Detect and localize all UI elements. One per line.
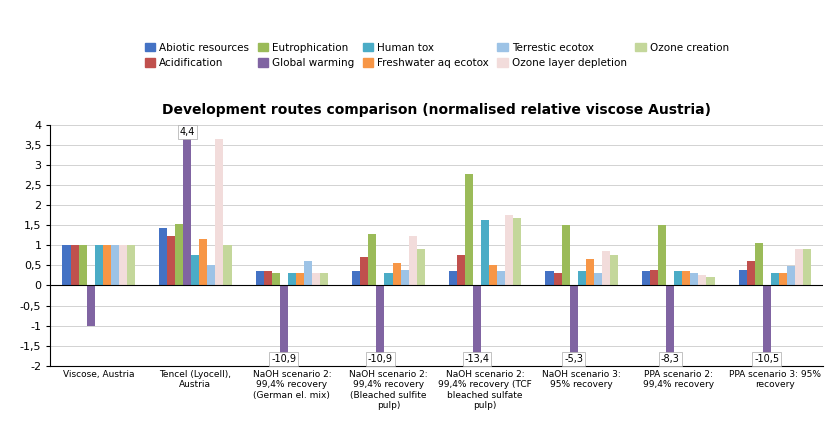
Bar: [111, 245, 118, 285]
Bar: [610, 255, 618, 285]
Text: -13,4: -13,4: [465, 354, 490, 364]
Bar: [369, 235, 376, 285]
Bar: [304, 261, 312, 285]
Bar: [690, 273, 698, 285]
Text: -10,9: -10,9: [368, 354, 393, 364]
Bar: [376, 285, 385, 366]
Bar: [79, 245, 87, 285]
Bar: [118, 245, 127, 285]
Legend: Abiotic resources, Acidification, Eutrophication, Global warming, Human tox, Fre: Abiotic resources, Acidification, Eutrop…: [140, 38, 733, 72]
Bar: [682, 271, 690, 285]
Bar: [71, 245, 79, 285]
Bar: [272, 273, 280, 285]
Bar: [698, 276, 706, 285]
Bar: [666, 285, 675, 366]
Bar: [642, 271, 650, 285]
Title: Development routes comparison (normalised relative viscose Austria): Development routes comparison (normalise…: [162, 103, 711, 117]
Bar: [215, 139, 223, 285]
Bar: [95, 245, 102, 285]
Bar: [255, 271, 264, 285]
Bar: [489, 265, 497, 285]
Bar: [779, 273, 787, 285]
Bar: [473, 285, 481, 366]
Bar: [312, 273, 320, 285]
Bar: [594, 273, 601, 285]
Bar: [352, 271, 360, 285]
Bar: [578, 271, 585, 285]
Bar: [207, 265, 215, 285]
Bar: [497, 271, 505, 285]
Bar: [465, 174, 473, 285]
Bar: [803, 248, 811, 285]
Bar: [87, 285, 95, 326]
Bar: [102, 245, 111, 285]
Bar: [392, 263, 401, 285]
Bar: [199, 240, 207, 285]
Bar: [296, 273, 304, 285]
Text: -10,5: -10,5: [754, 354, 780, 364]
Bar: [505, 215, 513, 285]
Bar: [601, 252, 610, 285]
Bar: [223, 245, 232, 285]
Bar: [62, 245, 71, 285]
Bar: [159, 228, 167, 285]
Bar: [545, 271, 554, 285]
Bar: [755, 244, 763, 285]
Bar: [360, 256, 369, 285]
Bar: [513, 218, 522, 285]
Bar: [659, 225, 666, 285]
Text: 4,4: 4,4: [180, 127, 195, 137]
Bar: [787, 266, 795, 285]
Bar: [706, 277, 715, 285]
Bar: [481, 220, 489, 285]
Bar: [401, 270, 408, 285]
Bar: [417, 248, 425, 285]
Bar: [288, 273, 296, 285]
Text: -8,3: -8,3: [661, 354, 680, 364]
Bar: [554, 273, 562, 285]
Bar: [570, 285, 578, 366]
Bar: [176, 224, 183, 285]
Bar: [771, 273, 779, 285]
Text: -10,9: -10,9: [271, 354, 297, 364]
Bar: [763, 285, 771, 366]
Bar: [183, 125, 192, 285]
Bar: [385, 273, 392, 285]
Bar: [738, 270, 747, 285]
Bar: [408, 236, 417, 285]
Bar: [449, 271, 457, 285]
Bar: [192, 255, 199, 285]
Text: -5,3: -5,3: [564, 354, 583, 364]
Bar: [795, 248, 803, 285]
Text: 5,7; 11,5; 11,6; 20,9; 7,2: 5,7; 11,5; 11,6; 20,9; 7,2: [0, 445, 1, 446]
Bar: [457, 255, 465, 285]
Bar: [585, 260, 594, 285]
Bar: [650, 270, 659, 285]
Bar: [280, 285, 288, 366]
Bar: [127, 245, 135, 285]
Bar: [264, 271, 272, 285]
Bar: [320, 273, 328, 285]
Bar: [747, 260, 755, 285]
Bar: [562, 225, 570, 285]
Bar: [675, 271, 682, 285]
Bar: [167, 236, 176, 285]
